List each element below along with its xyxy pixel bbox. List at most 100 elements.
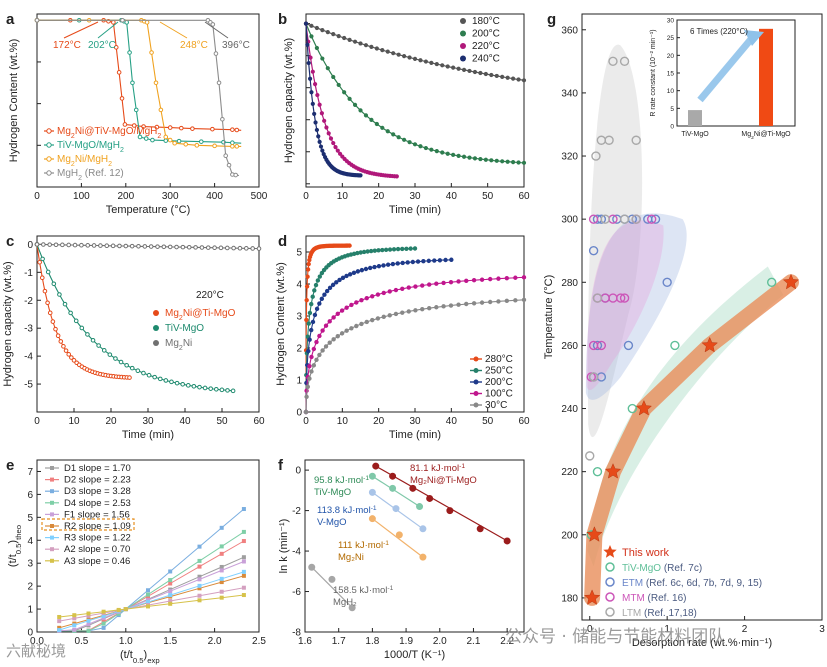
kinetics-marker (155, 244, 160, 249)
literature-point (662, 277, 672, 287)
absorption-marker (456, 279, 461, 284)
text-span: exp (147, 656, 159, 665)
absorption-marker (420, 283, 425, 288)
onset-temp-label: 172°C (53, 40, 81, 51)
tpd-marker (122, 122, 128, 127)
kinetics-marker (309, 90, 314, 95)
tpd-marker (119, 96, 125, 101)
tpd-marker (190, 126, 195, 131)
kinetics-marker (358, 41, 363, 46)
text-span: MgH (57, 168, 78, 179)
absorption-marker (372, 248, 377, 253)
kinetics-marker (358, 108, 363, 113)
absorption-marker (305, 267, 311, 272)
inset-bar (688, 110, 702, 126)
kinetics-marker (402, 137, 407, 142)
kinetics-marker (98, 243, 103, 248)
y-tick-label: 4 (296, 280, 302, 291)
tpd-marker (127, 50, 132, 55)
literature-point (616, 293, 626, 303)
kinetics-marker (57, 292, 62, 297)
kinetics-marker (124, 362, 129, 368)
model-marker (86, 628, 91, 633)
kinetics-marker (309, 23, 314, 28)
this-work-star (604, 463, 622, 479)
kinetics-marker (53, 242, 59, 248)
tpd-marker (149, 50, 154, 55)
kinetics-marker (489, 158, 494, 163)
onset-temp-label: 396°C (222, 40, 250, 51)
kinetics-marker (314, 25, 319, 31)
kinetics-marker (174, 244, 179, 250)
kinetics-marker (219, 387, 225, 393)
kinetics-marker (510, 76, 516, 81)
kinetics-marker (489, 72, 494, 78)
kinetics-marker (391, 51, 396, 56)
kinetics-marker (141, 370, 146, 376)
text-span: (Ref. 6c, 6d, 7b, 7d, 9, 15) (643, 578, 762, 589)
absorption-marker (355, 269, 361, 274)
text-span: (Ref. 7c) (661, 563, 702, 574)
legend-label: Mg2Ni@Ti-MgO (165, 308, 236, 322)
absorption-marker (351, 270, 357, 275)
kinetics-marker (456, 153, 461, 158)
absorption-marker (487, 299, 493, 305)
tpd-marker (143, 136, 149, 141)
tpd-curve (37, 19, 242, 144)
kinetics-marker (505, 75, 510, 80)
absorption-marker (305, 274, 310, 279)
tpd-marker (158, 107, 164, 113)
absorption-marker (383, 247, 389, 252)
absorption-marker (387, 313, 392, 318)
absorption-marker (304, 284, 310, 289)
legend-marker (153, 325, 159, 331)
kinetics-marker (66, 242, 72, 248)
panel-letter: a (6, 11, 15, 28)
kinetics-marker (129, 365, 135, 371)
x-tick-label: 0.5 (74, 636, 88, 647)
model-marker (101, 614, 106, 619)
kinetics-marker (407, 140, 412, 145)
inset-title: 6 Times (220°C) (690, 27, 748, 36)
legend-label: R2 slope = 1.09 (64, 521, 131, 532)
literature-point (646, 214, 657, 224)
y-tick-label: 220 (561, 467, 578, 478)
kinetics-marker (331, 74, 336, 80)
text-span: ) (7, 540, 19, 544)
absorption-marker (305, 384, 311, 389)
absorption-marker (347, 272, 353, 277)
literature-point (596, 340, 607, 351)
kinetics-marker (129, 243, 135, 249)
arrow-172 (63, 21, 99, 39)
absorption-marker (314, 306, 320, 312)
kinetics-marker (440, 63, 445, 68)
tpd-marker (133, 107, 139, 113)
kinetics-marker (307, 76, 313, 81)
model-marker (72, 616, 77, 621)
kinetics-marker (500, 74, 505, 79)
kinetics-marker (320, 56, 325, 61)
x-tick-label: 30 (409, 416, 421, 427)
absorption-marker (415, 259, 421, 264)
kinetics-marker (352, 39, 358, 44)
tpd-marker (230, 140, 235, 146)
model-marker (241, 573, 246, 578)
kinetics-marker (55, 333, 61, 339)
literature-point (591, 151, 601, 161)
kinetics-marker (467, 68, 472, 74)
x-tick-label: 60 (518, 191, 530, 202)
model-marker (241, 569, 246, 574)
tpd-marker (183, 141, 189, 147)
kinetics-marker (494, 158, 499, 163)
x-tick-label: 1.6 (298, 636, 312, 647)
kinetics-marker (117, 243, 122, 249)
model-marker (197, 574, 202, 579)
kinetics-marker (79, 242, 84, 248)
model-marker (72, 627, 77, 632)
absorption-marker (309, 369, 314, 374)
x-tick-label: 200 (117, 191, 134, 202)
inset-arrow (697, 35, 755, 103)
text-span: ) (144, 649, 148, 661)
absorption-marker (395, 246, 401, 252)
kinetics-marker (451, 65, 456, 70)
